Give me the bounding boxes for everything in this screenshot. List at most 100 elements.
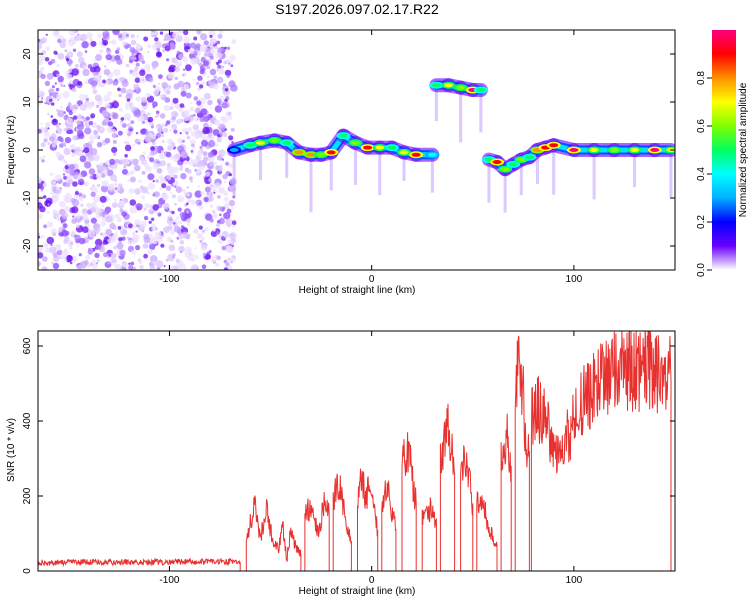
noise-speckle xyxy=(83,161,92,169)
trace-peak xyxy=(282,140,292,145)
noise-speckle xyxy=(43,138,48,143)
noise-speckle xyxy=(128,265,134,270)
trace-streak xyxy=(669,150,673,198)
trace-peak xyxy=(549,143,559,148)
noise-speckle xyxy=(197,30,201,34)
noise-speckle xyxy=(138,179,142,183)
noise-speckle xyxy=(76,245,79,248)
noise-speckle xyxy=(141,186,149,194)
noise-speckle xyxy=(223,132,228,137)
noise-speckle xyxy=(183,72,187,77)
spectrogram-x-label: Height of straight line (km) xyxy=(299,285,416,296)
noise-speckle xyxy=(119,124,123,127)
noise-speckle xyxy=(99,162,104,166)
noise-speckle xyxy=(68,111,73,116)
noise-speckle xyxy=(179,240,185,245)
noise-speckle xyxy=(92,89,98,95)
noise-speckle xyxy=(51,178,57,184)
noise-speckle xyxy=(125,93,133,101)
noise-speckle xyxy=(38,235,41,239)
noise-speckle xyxy=(52,262,60,270)
noise-speckle xyxy=(198,84,204,89)
noise-speckle xyxy=(177,195,185,203)
noise-speckle xyxy=(39,205,46,213)
noise-speckle xyxy=(62,159,68,164)
spectrogram-y-ticks: -20 -10 0 10 20 xyxy=(22,48,675,253)
trace-peak xyxy=(427,152,437,157)
noise-speckle xyxy=(87,155,95,162)
noise-speckle xyxy=(86,143,90,147)
noise-speckle xyxy=(101,120,107,126)
snr-x-tick-label: 0 xyxy=(369,575,375,586)
spectrogram-y-tick-label: -10 xyxy=(22,190,33,205)
noise-speckle xyxy=(108,168,111,170)
noise-speckle xyxy=(148,220,152,224)
noise-speckle xyxy=(47,142,51,145)
noise-speckle xyxy=(66,240,74,247)
noise-speckle xyxy=(93,227,100,235)
noise-speckle xyxy=(70,261,73,265)
noise-speckle xyxy=(201,264,207,270)
noise-speckle xyxy=(136,34,140,38)
noise-speckle xyxy=(202,151,208,157)
noise-speckle xyxy=(216,155,223,161)
noise-speckle xyxy=(115,213,120,219)
noise-speckle xyxy=(62,38,67,43)
noise-speckle xyxy=(147,112,151,116)
noise-speckle xyxy=(52,195,60,202)
noise-speckle xyxy=(89,175,94,180)
noise-speckle xyxy=(114,183,117,186)
noise-speckle xyxy=(197,75,203,81)
noise-speckle xyxy=(217,171,220,174)
noise-speckle xyxy=(129,170,135,175)
noise-speckle xyxy=(42,155,46,159)
noise-speckle xyxy=(158,175,164,181)
noise-speckle xyxy=(101,205,105,208)
noise-speckle xyxy=(178,263,187,270)
snr-y-tick-label: 400 xyxy=(22,412,33,429)
noise-speckle xyxy=(68,63,72,67)
noise-speckle xyxy=(200,244,208,252)
trace-peak xyxy=(294,150,304,155)
noise-speckle xyxy=(208,178,213,182)
noise-speckle xyxy=(139,264,145,270)
noise-speckle xyxy=(164,45,171,52)
noise-speckle xyxy=(180,164,183,168)
noise-speckle xyxy=(133,109,141,118)
noise-speckle xyxy=(186,169,192,174)
noise-speckle xyxy=(107,121,114,127)
noise-speckle xyxy=(42,195,47,199)
noise-speckle xyxy=(95,54,102,61)
noise-speckle xyxy=(83,147,90,154)
noise-speckle xyxy=(77,264,83,270)
noise-speckle xyxy=(225,55,228,58)
noise-speckle xyxy=(42,256,48,262)
noise-speckle xyxy=(57,110,65,118)
noise-speckle xyxy=(74,191,79,195)
noise-speckle xyxy=(172,97,179,104)
noise-speckle xyxy=(165,120,171,125)
noise-speckle xyxy=(189,176,193,181)
noise-speckle xyxy=(224,69,232,77)
noise-speckle xyxy=(150,146,155,151)
noise-speckle xyxy=(219,30,224,34)
noise-speckle xyxy=(55,186,60,191)
noise-speckle xyxy=(189,179,193,183)
noise-speckle xyxy=(130,33,135,39)
noise-speckle xyxy=(222,173,228,180)
noise-speckle xyxy=(64,127,68,132)
noise-speckle xyxy=(194,190,202,198)
noise-speckle xyxy=(85,255,91,260)
noise-speckle xyxy=(114,199,117,202)
noise-speckle xyxy=(84,260,89,265)
trace-peak xyxy=(326,150,336,155)
noise-speckle xyxy=(45,33,48,36)
noise-speckle xyxy=(105,228,112,236)
noise-speckle xyxy=(187,136,191,140)
noise-speckle xyxy=(140,220,147,228)
noise-speckle xyxy=(68,129,74,134)
noise-speckle xyxy=(72,135,78,141)
noise-speckle xyxy=(119,208,124,213)
noise-speckle xyxy=(190,199,196,205)
noise-speckle xyxy=(212,228,216,232)
